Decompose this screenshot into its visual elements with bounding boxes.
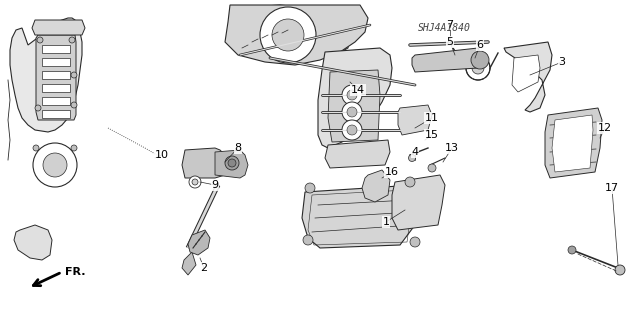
Text: SHJ4A1840: SHJ4A1840: [419, 23, 471, 33]
Circle shape: [305, 183, 315, 193]
Polygon shape: [512, 55, 540, 92]
Polygon shape: [325, 140, 390, 168]
Circle shape: [347, 90, 357, 100]
Circle shape: [225, 156, 239, 170]
Text: 1: 1: [383, 217, 390, 227]
Polygon shape: [42, 110, 70, 118]
Polygon shape: [42, 84, 70, 92]
Polygon shape: [42, 45, 70, 53]
Text: 15: 15: [425, 130, 439, 140]
Polygon shape: [302, 185, 420, 248]
Circle shape: [272, 19, 304, 51]
Polygon shape: [545, 108, 602, 178]
Circle shape: [471, 51, 489, 69]
Polygon shape: [552, 115, 593, 172]
Text: 5: 5: [447, 37, 454, 47]
Circle shape: [615, 265, 625, 275]
Text: 4: 4: [412, 147, 419, 157]
Polygon shape: [392, 175, 445, 230]
Circle shape: [71, 72, 77, 78]
Text: 13: 13: [445, 143, 459, 153]
Polygon shape: [182, 148, 228, 178]
Circle shape: [347, 107, 357, 117]
Polygon shape: [42, 58, 70, 66]
Circle shape: [69, 37, 75, 43]
Polygon shape: [504, 42, 552, 112]
Text: 17: 17: [605, 183, 619, 193]
Polygon shape: [14, 225, 52, 260]
Circle shape: [37, 37, 43, 43]
Circle shape: [189, 176, 201, 188]
Polygon shape: [32, 20, 85, 35]
Polygon shape: [318, 48, 392, 148]
Text: 10: 10: [155, 150, 169, 160]
Text: 3: 3: [559, 57, 566, 67]
Text: 14: 14: [351, 85, 365, 95]
Circle shape: [192, 179, 198, 185]
Polygon shape: [10, 18, 82, 132]
Text: 11: 11: [425, 113, 439, 123]
Text: 2: 2: [200, 263, 207, 273]
Circle shape: [33, 145, 39, 151]
Circle shape: [347, 125, 357, 135]
Circle shape: [71, 145, 77, 151]
Circle shape: [228, 159, 236, 167]
Polygon shape: [42, 97, 70, 105]
Text: FR.: FR.: [65, 267, 86, 277]
Circle shape: [342, 120, 362, 140]
Text: 6: 6: [477, 40, 483, 50]
Polygon shape: [225, 5, 368, 65]
Polygon shape: [362, 170, 390, 202]
Circle shape: [71, 102, 77, 108]
Polygon shape: [36, 35, 76, 120]
Polygon shape: [42, 71, 70, 79]
Text: 8: 8: [234, 143, 241, 153]
Circle shape: [408, 154, 415, 161]
Polygon shape: [188, 230, 210, 255]
Polygon shape: [328, 70, 380, 142]
Circle shape: [342, 102, 362, 122]
Text: 12: 12: [598, 123, 612, 133]
Circle shape: [260, 7, 316, 63]
Polygon shape: [182, 252, 196, 275]
Polygon shape: [398, 105, 432, 135]
Text: 7: 7: [447, 20, 454, 30]
Circle shape: [35, 105, 41, 111]
Text: 9: 9: [211, 180, 219, 190]
Circle shape: [428, 164, 436, 172]
Circle shape: [342, 85, 362, 105]
Circle shape: [303, 235, 313, 245]
Circle shape: [405, 177, 415, 187]
Circle shape: [568, 246, 576, 254]
Polygon shape: [230, 5, 350, 58]
Text: 16: 16: [385, 167, 399, 177]
Circle shape: [410, 237, 420, 247]
Circle shape: [33, 143, 77, 187]
Polygon shape: [412, 48, 480, 72]
Circle shape: [43, 153, 67, 177]
Circle shape: [472, 62, 484, 74]
Polygon shape: [215, 150, 248, 178]
